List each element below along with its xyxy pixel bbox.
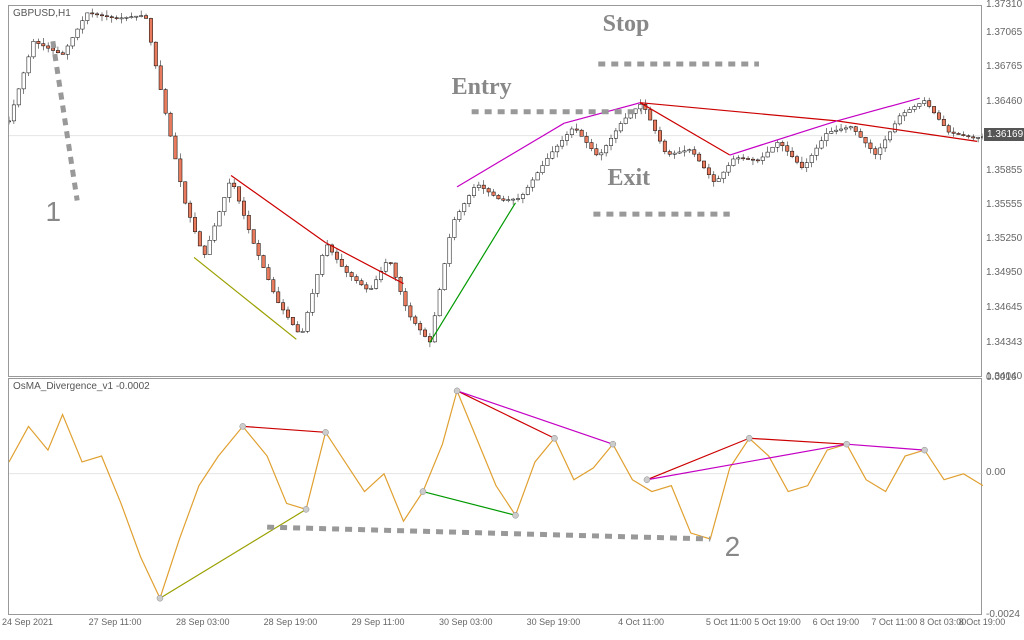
x-tick: 5 Oct 11:00 bbox=[706, 617, 752, 627]
main-price-panel: GBPUSD,H1 Stop Entry Exit 1 bbox=[8, 5, 982, 377]
annotation-entry: Entry bbox=[452, 74, 512, 101]
main-ytick: 1.34950 bbox=[986, 267, 1022, 278]
main-ytick: 1.37310 bbox=[986, 0, 1022, 10]
x-tick: 30 Sep 19:00 bbox=[527, 617, 581, 627]
x-tick: 30 Sep 03:00 bbox=[439, 617, 493, 627]
x-tick: 29 Sep 11:00 bbox=[352, 617, 405, 627]
annotation-2: 2 bbox=[725, 531, 741, 563]
sub-ytick: 0.0016 bbox=[986, 372, 1017, 383]
annotation-1: 1 bbox=[45, 196, 61, 228]
main-ytick: 1.34645 bbox=[986, 302, 1022, 313]
chart-container: GBPUSD,H1StopEntryExit11.340401.343431.3… bbox=[0, 0, 1024, 640]
sub-ytick: 0.00 bbox=[986, 467, 1005, 478]
main-ytick: 1.35250 bbox=[986, 233, 1022, 244]
last-price-tag: 1.36169 bbox=[984, 128, 1024, 141]
x-tick: 28 Sep 19:00 bbox=[264, 617, 318, 627]
main-ytick: 1.34343 bbox=[986, 337, 1022, 348]
main-ytick: 1.36765 bbox=[986, 61, 1022, 72]
main-chart-svg bbox=[9, 6, 983, 378]
main-panel-title: GBPUSD,H1 bbox=[13, 8, 71, 19]
x-tick: 4 Oct 11:00 bbox=[618, 617, 664, 627]
x-tick: 28 Sep 03:00 bbox=[176, 617, 230, 627]
sub-chart-svg bbox=[9, 379, 983, 616]
x-tick: 5 Oct 19:00 bbox=[754, 617, 801, 627]
main-ytick: 1.35855 bbox=[986, 165, 1022, 176]
x-tick: 24 Sep 2021 bbox=[2, 617, 53, 627]
sub-panel-title: OsMA_Divergence_v1 -0.0002 bbox=[13, 381, 150, 392]
main-ytick: 1.35555 bbox=[986, 199, 1022, 210]
x-tick: 6 Oct 19:00 bbox=[813, 617, 860, 627]
x-tick: 8 Oct 19:00 bbox=[959, 617, 1006, 627]
x-tick: 7 Oct 11:00 bbox=[871, 617, 917, 627]
main-ytick: 1.37065 bbox=[986, 27, 1022, 38]
x-tick: 27 Sep 11:00 bbox=[89, 617, 142, 627]
annotation-exit: Exit bbox=[607, 165, 650, 192]
annotation-stop: Stop bbox=[603, 11, 650, 38]
main-ytick: 1.36460 bbox=[986, 96, 1022, 107]
indicator-panel: OsMA_Divergence_v1 -0.0002 2 bbox=[8, 378, 982, 615]
